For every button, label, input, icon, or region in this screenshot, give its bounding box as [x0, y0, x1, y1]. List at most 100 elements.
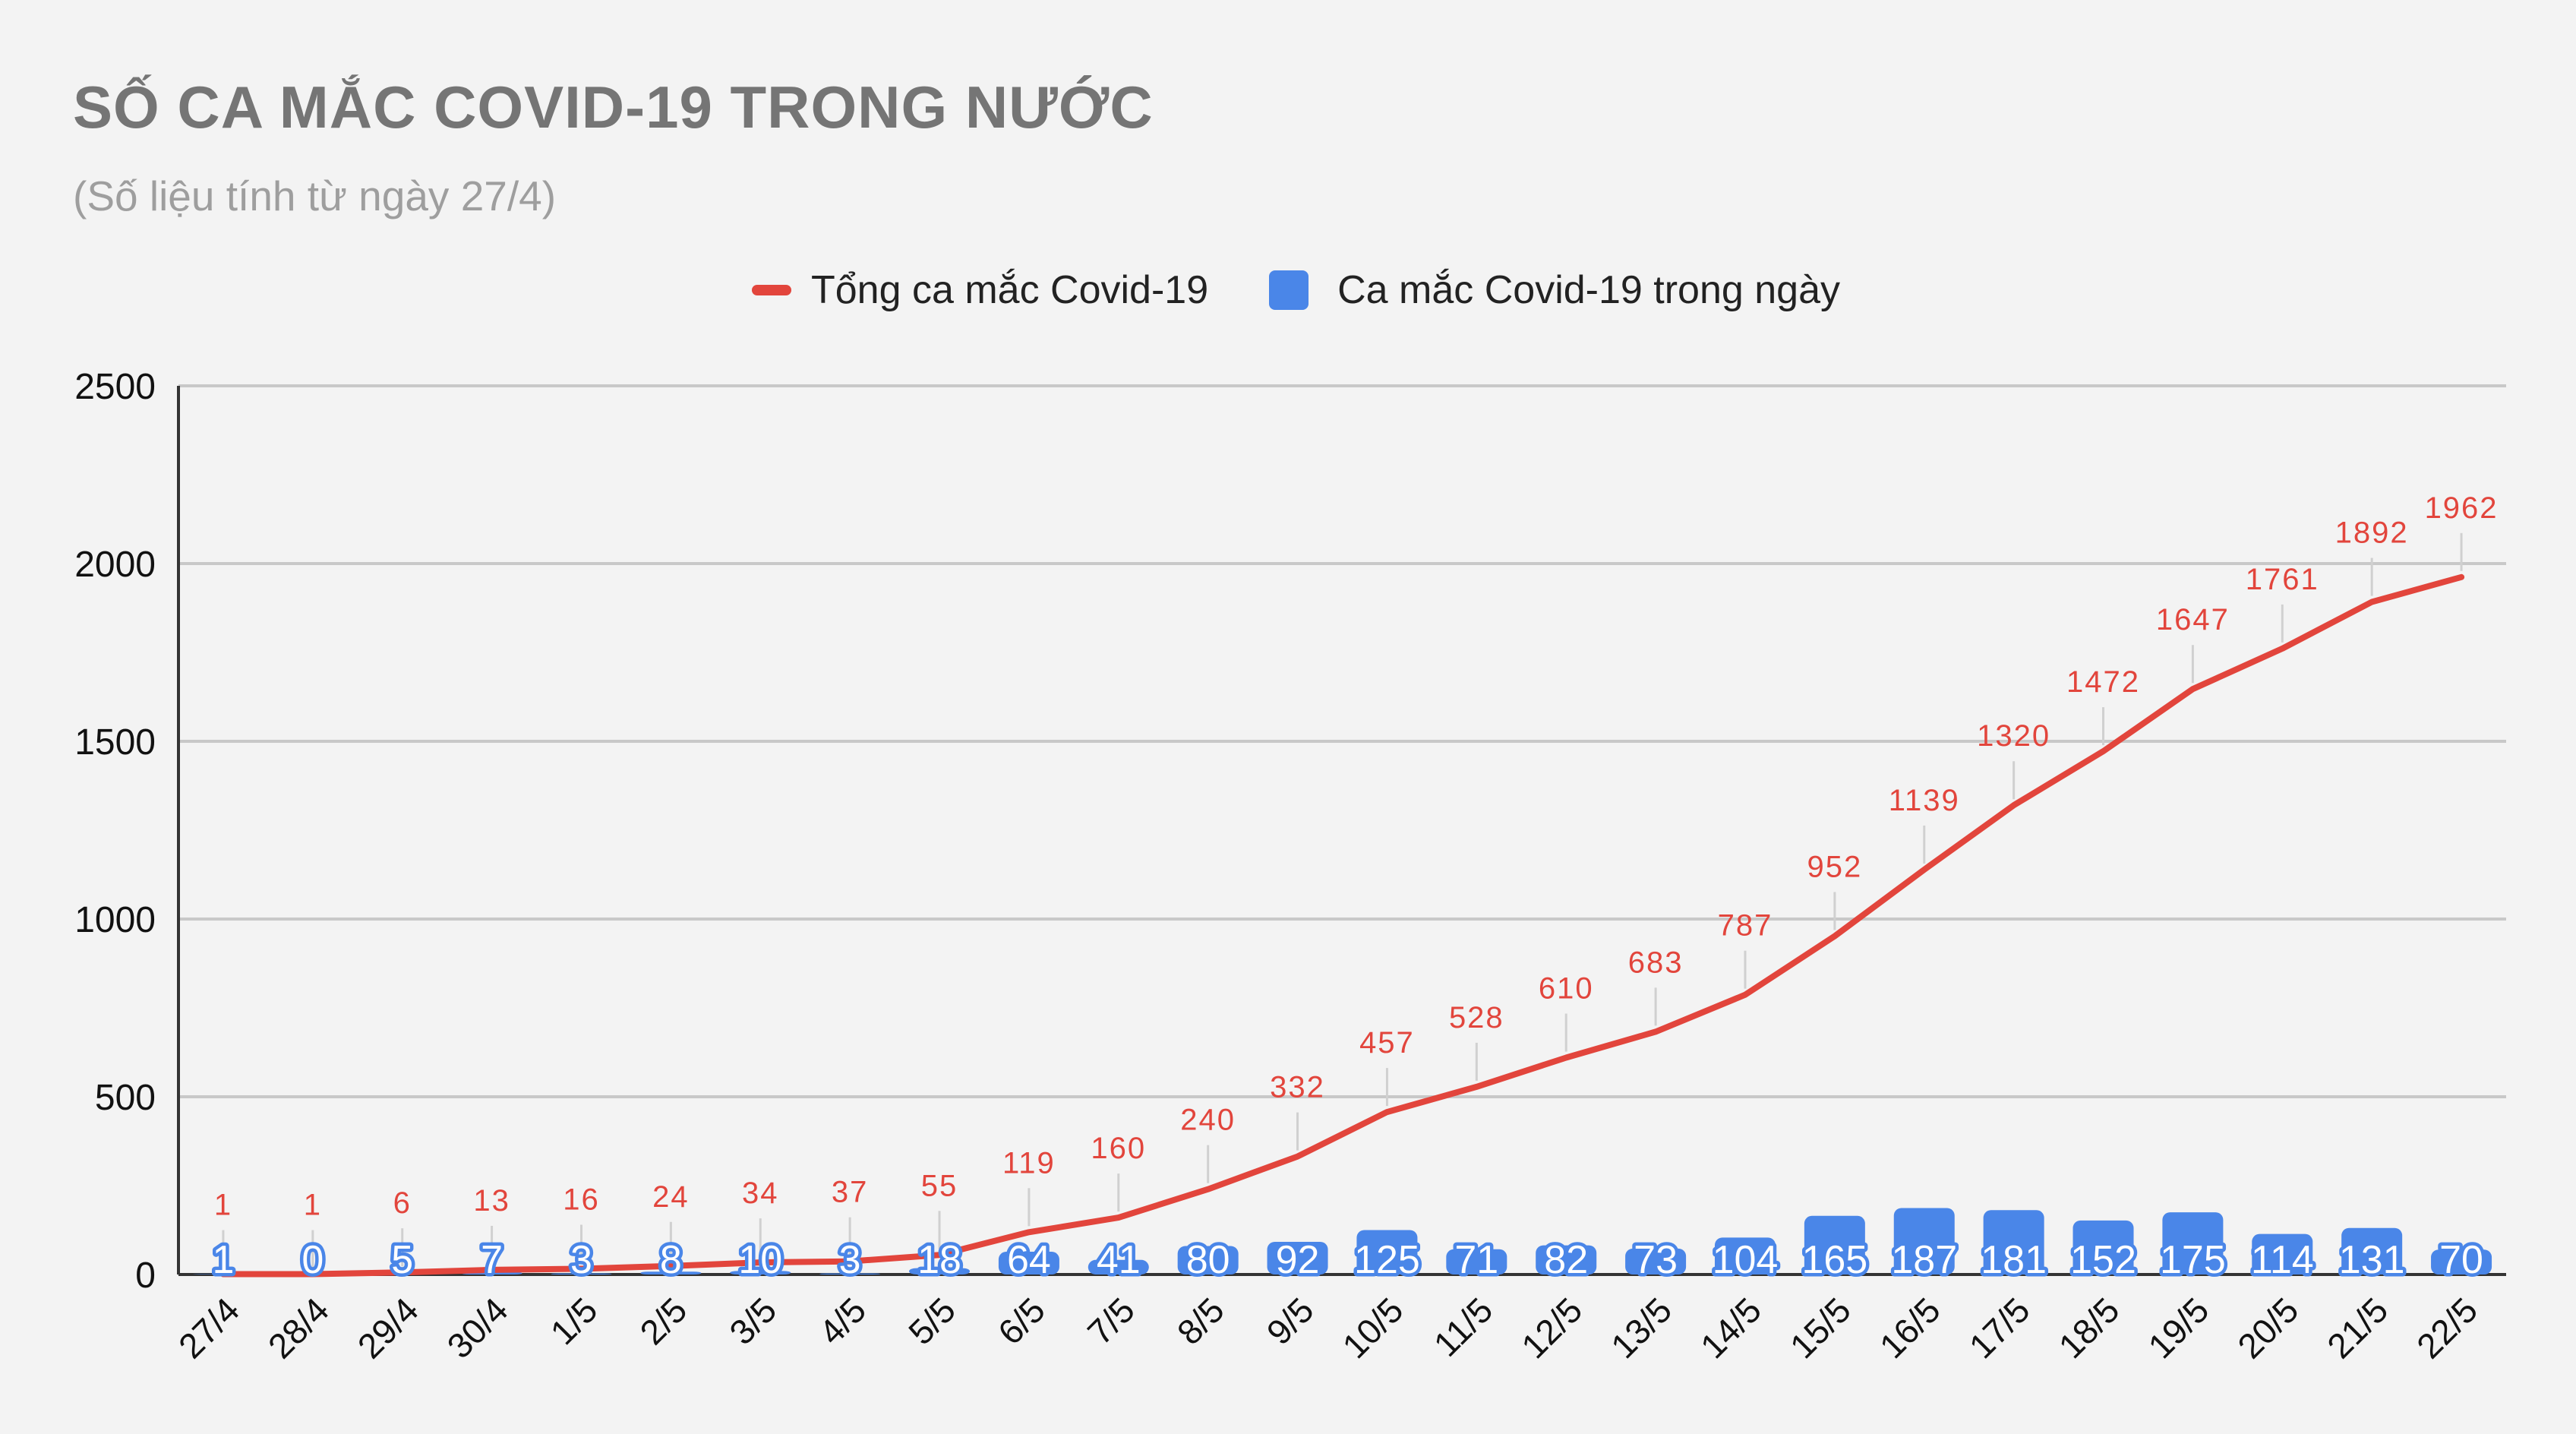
line-data-label: 13: [473, 1184, 510, 1218]
y-tick-label: 1000: [74, 900, 156, 940]
bar: [2072, 1220, 2134, 1274]
x-tick-label: 3/5: [721, 1290, 784, 1352]
bar-data-label: 114: [2251, 1238, 2314, 1282]
x-tick-label: 30/4: [440, 1290, 516, 1366]
line-data-label: 528: [1449, 1001, 1504, 1034]
bar: [1446, 1249, 1507, 1274]
x-tick-label: 4/5: [811, 1290, 873, 1352]
line-data-label: 1: [304, 1189, 322, 1222]
x-tick-label: 6/5: [990, 1290, 1053, 1352]
bar-data-label: 71: [1454, 1238, 1498, 1282]
x-tick-label: 14/5: [1693, 1290, 1769, 1366]
line-data-label: 16: [563, 1183, 600, 1217]
x-tick-label: 5/5: [901, 1290, 963, 1352]
line-data-label: 787: [1718, 909, 1773, 943]
line-data-label: 1647: [2156, 603, 2230, 636]
bar: [730, 1271, 791, 1274]
bar-data-label: 73: [1634, 1238, 1678, 1282]
bar: [2431, 1249, 2492, 1274]
legend-label-daily: Ca mắc Covid-19 trong ngày: [1337, 268, 1841, 312]
line-data-label: 119: [1002, 1146, 1056, 1180]
x-tick-label: 7/5: [1080, 1290, 1142, 1352]
bar-data-label: 8: [660, 1238, 682, 1282]
x-tick-label: 17/5: [1962, 1290, 2038, 1366]
bar: [1356, 1230, 1418, 1274]
bar-data-label: 1: [212, 1238, 234, 1282]
x-tick-label: 9/5: [1259, 1290, 1321, 1352]
bar: [1177, 1246, 1239, 1274]
line-data-label: 34: [742, 1177, 779, 1210]
y-tick-label: 500: [95, 1078, 156, 1118]
bar: [1536, 1245, 1597, 1274]
x-tick-label: 28/4: [260, 1290, 336, 1366]
line-data-label: 55: [921, 1169, 958, 1202]
x-tick-label: 27/4: [171, 1290, 247, 1366]
line-data-label: 457: [1359, 1026, 1415, 1060]
bar-data-label: 92: [1276, 1238, 1320, 1282]
x-tick-label: 16/5: [1872, 1290, 1948, 1366]
bar-data-label: 5: [391, 1238, 413, 1282]
x-tick-label: 18/5: [2051, 1290, 2127, 1366]
bar-data-label: 125: [1354, 1238, 1420, 1282]
line-data-label: 1472: [2066, 665, 2140, 699]
bar: [1088, 1259, 1149, 1274]
y-tick-label: 0: [135, 1256, 156, 1296]
line-data-label: 240: [1180, 1104, 1236, 1137]
line-data-label: 6: [393, 1186, 412, 1220]
x-tick-label: 20/5: [2230, 1290, 2306, 1366]
bar-data-label: 80: [1186, 1238, 1230, 1282]
bar-data-label: 187: [1891, 1238, 1957, 1282]
bar: [1267, 1241, 1328, 1274]
bar: [1714, 1237, 1776, 1274]
x-tick-label: 19/5: [2140, 1290, 2216, 1366]
line-data-label: 1962: [2425, 491, 2499, 525]
line-data-label: 1320: [1977, 719, 2050, 753]
line-data-label: 610: [1539, 972, 1594, 1006]
line-data-label: 1761: [2246, 563, 2319, 596]
line-series-total: [219, 573, 2465, 1278]
bar: [2341, 1227, 2403, 1274]
x-tick-label: 22/5: [2409, 1290, 2485, 1366]
legend-item-total[interactable]: Tổng ca mắc Covid-19: [752, 267, 1208, 313]
legend-bar-swatch: [1269, 270, 1309, 310]
x-tick-label: 11/5: [1426, 1290, 1501, 1364]
chart-title: SỐ CA MẮC COVID-19 TRONG NƯỚC: [73, 74, 1154, 141]
y-tick-label: 2000: [74, 545, 156, 585]
line-data-label: 24: [652, 1180, 690, 1214]
bar-data-label: 104: [1713, 1238, 1779, 1282]
bar-data-label: 152: [2070, 1238, 2136, 1282]
y-tick-label: 2500: [74, 367, 156, 407]
bar-data-label: 82: [1544, 1238, 1588, 1282]
bar: [909, 1268, 971, 1274]
bar-data-label: 181: [1981, 1238, 2047, 1282]
legend-item-daily[interactable]: Ca mắc Covid-19 trong ngày: [1269, 267, 1840, 313]
line-data-label: 952: [1807, 850, 1862, 883]
legend-label-total: Tổng ca mắc Covid-19: [811, 268, 1209, 312]
bar-data-label: 10: [738, 1238, 782, 1282]
x-tick-label: 1/5: [543, 1290, 605, 1352]
line-data-label: 332: [1270, 1071, 1325, 1104]
line-data-label: 160: [1091, 1132, 1146, 1165]
bar: [640, 1271, 702, 1274]
bar-data-label: 41: [1097, 1238, 1141, 1282]
bar: [1625, 1248, 1687, 1274]
line-data-label: 1139: [1889, 784, 1960, 817]
bar-data-label: 7: [481, 1238, 503, 1282]
x-tick-label: 29/4: [350, 1290, 426, 1366]
bar: [1983, 1210, 2044, 1274]
bar: [1893, 1208, 1955, 1274]
legend-line-swatch: [752, 285, 791, 295]
line-data-label: 1: [214, 1189, 232, 1222]
bar-data-label: 0: [301, 1238, 324, 1282]
chart-subtitle: (Số liệu tính từ ngày 27/4): [73, 172, 557, 220]
legend: Tổng ca mắc Covid-19 Ca mắc Covid-19 tro…: [752, 267, 1901, 313]
bar-data-label: 64: [1007, 1238, 1051, 1282]
bar-data-label: 3: [839, 1238, 861, 1282]
bar: [2252, 1233, 2313, 1274]
bar-data-label: 131: [2339, 1238, 2405, 1282]
bar-data-label: 175: [2160, 1238, 2226, 1282]
x-tick-label: 15/5: [1782, 1290, 1858, 1366]
line-data-label: 1892: [2335, 516, 2409, 550]
x-tick-label: 10/5: [1334, 1290, 1410, 1366]
